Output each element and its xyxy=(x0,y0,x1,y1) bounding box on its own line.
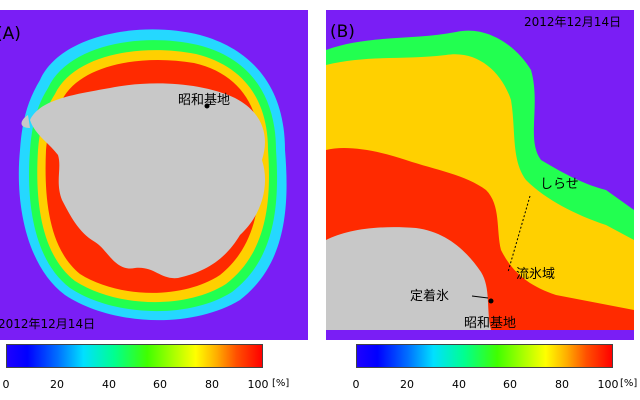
colorbar-b-tick: 0 xyxy=(352,378,360,391)
colorbar-a-tick: 100 xyxy=(247,378,269,391)
colorbar-a-tick: 60 xyxy=(153,378,167,391)
station-marker xyxy=(204,103,210,109)
panel-b-date: 2012年12月14日 xyxy=(524,15,622,29)
regional-sea-ice-map xyxy=(326,30,634,331)
antarctica-map-panel: (A) 昭和基地 2012年12月14日 xyxy=(0,10,308,340)
colorbar-b xyxy=(356,344,613,368)
ship-pointer xyxy=(507,195,531,273)
colorbar-b-tick: 20 xyxy=(400,378,414,391)
ship-label: しらせ xyxy=(540,177,579,192)
antarctica-landmass xyxy=(30,83,266,279)
station-marker-b xyxy=(488,298,494,304)
fast-ice-pointer xyxy=(471,295,489,299)
colorbar-a-tick: 40 xyxy=(102,378,116,391)
colorbar-a-tick: 20 xyxy=(50,378,64,391)
regional-map-panel: (B) 2012年12月14日 しらせ 流氷域 定着氷 昭和基地 xyxy=(326,10,634,340)
panel-a-date: 2012年12月14日 xyxy=(0,317,96,331)
colorbar-b-tick: 40 xyxy=(452,378,466,391)
colorbar-b-unit: [%] xyxy=(620,378,638,389)
colorbar-a-tick: 0 xyxy=(2,378,10,391)
antarctica-sea-ice-map xyxy=(18,29,287,321)
colorbar-b-tick: 80 xyxy=(555,378,569,391)
colorbar-b-tick: 60 xyxy=(503,378,517,391)
peninsula-tip xyxy=(21,115,30,128)
fast-ice-label: 定着氷 xyxy=(410,289,450,304)
drift-ice-label: 流氷域 xyxy=(516,267,556,282)
colorbar-a-tick: 80 xyxy=(205,378,219,391)
colorbar-a xyxy=(6,344,263,368)
colorbar-a-unit: [%] xyxy=(272,378,290,389)
station-label-b: 昭和基地 xyxy=(464,316,517,331)
panel-a-label: (A) xyxy=(0,24,21,44)
colorbar-b-tick: 100 xyxy=(597,378,619,391)
land-area xyxy=(326,227,491,330)
station-label-a: 昭和基地 xyxy=(178,93,231,108)
panel-b-label: (B) xyxy=(330,22,355,42)
